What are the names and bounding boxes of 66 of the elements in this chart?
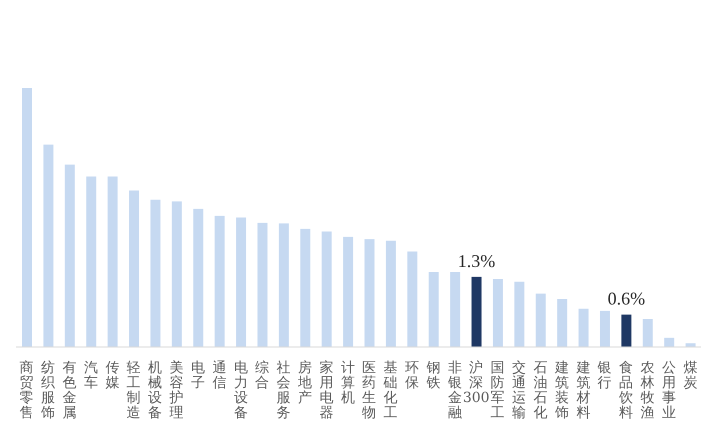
x-tick-label: 计算机 xyxy=(340,360,355,406)
bar xyxy=(214,216,225,347)
bar xyxy=(257,222,268,347)
x-tick-label: 食品饮料 xyxy=(618,360,634,421)
x-tick-label: 美容护理 xyxy=(168,360,184,421)
bar xyxy=(108,176,118,347)
bar xyxy=(364,239,374,347)
x-tick-label: 通信 xyxy=(212,360,226,391)
bar xyxy=(300,228,310,347)
bar xyxy=(492,279,503,347)
bar xyxy=(642,318,653,347)
x-tick-label: 国防军工 xyxy=(490,360,505,421)
x-tick-label: 煤炭 xyxy=(683,360,698,391)
bar xyxy=(193,208,204,347)
x-tick-label: 银行 xyxy=(596,360,612,391)
bar xyxy=(621,314,632,347)
x-tick-label: 机械设备 xyxy=(148,360,162,421)
bar xyxy=(150,200,160,347)
bar xyxy=(322,232,332,347)
bar xyxy=(129,190,140,347)
bar xyxy=(86,176,96,347)
x-tick-label: 非银金融 xyxy=(446,360,462,421)
x-tick-label: 建筑装饰 xyxy=(554,360,569,421)
bar xyxy=(428,272,439,347)
bar xyxy=(22,88,32,347)
x-tick-label: 综合 xyxy=(255,360,270,391)
x-tick-label: 农林牧渔 xyxy=(639,360,654,421)
bar xyxy=(600,310,610,347)
x-tick-label: 房地产 xyxy=(296,360,312,406)
bar xyxy=(450,272,460,347)
x-tick-label: 沪深300 xyxy=(462,360,490,406)
bar xyxy=(407,251,418,347)
x-tick-label: 公用事业 xyxy=(662,360,676,421)
x-tick-label: 环保 xyxy=(405,360,420,391)
x-tick-label: 商贸零售 xyxy=(20,360,34,421)
x-tick-label: 轻工制造 xyxy=(126,360,141,421)
x-tick-label: 电力设备 xyxy=(234,360,248,421)
bar xyxy=(278,223,289,347)
bar xyxy=(64,164,75,347)
bar xyxy=(578,308,589,347)
bar xyxy=(172,201,182,347)
x-tick-label: 交通运输 xyxy=(512,360,526,421)
bar xyxy=(472,276,482,347)
x-tick-label: 传媒 xyxy=(105,360,120,391)
x-tick-label: 纺织服饰 xyxy=(40,360,56,421)
bar xyxy=(43,144,54,347)
bar xyxy=(386,240,396,347)
bar xyxy=(236,218,246,347)
x-tick-label: 石油石化 xyxy=(533,360,548,421)
bar xyxy=(664,338,674,347)
bar xyxy=(536,294,546,347)
x-tick-label: 汽车 xyxy=(84,360,98,391)
bar xyxy=(343,236,354,347)
x-tick-label: 电子 xyxy=(190,360,205,391)
x-tick-label: 社会服务 xyxy=(276,360,291,421)
bar xyxy=(686,343,696,347)
x-tick-label: 基础化工 xyxy=(382,360,398,421)
x-tick-label: 钢铁 xyxy=(425,360,440,391)
data-label: 1.3% xyxy=(458,250,496,271)
x-tick-label: 家用电器 xyxy=(319,360,334,421)
x-tick-label: 有色金属 xyxy=(62,360,77,421)
bar xyxy=(557,298,568,347)
x-tick-label: 医药生物 xyxy=(362,360,376,421)
data-label: 0.6% xyxy=(608,288,646,309)
x-tick-label: 建筑材料 xyxy=(575,360,590,421)
bar xyxy=(514,282,524,347)
